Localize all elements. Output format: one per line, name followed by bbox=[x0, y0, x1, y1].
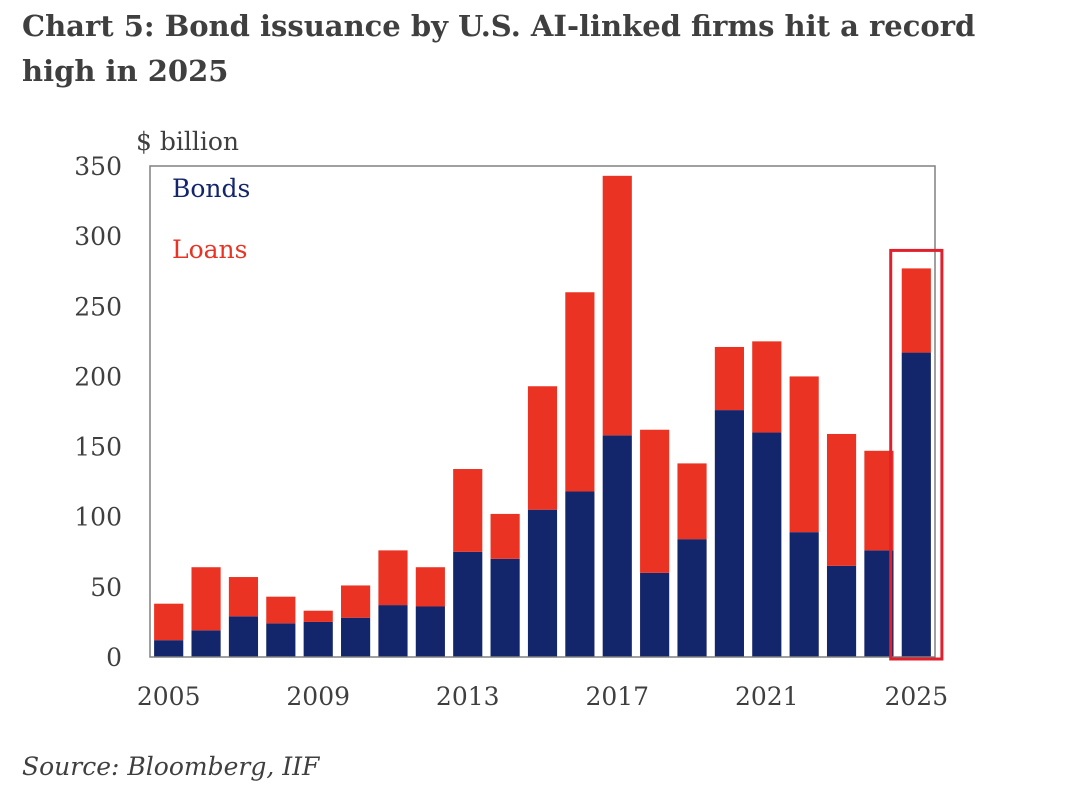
bar-bonds-2019 bbox=[677, 539, 707, 657]
bar-loans-2011 bbox=[378, 550, 408, 606]
y-tick-label: 300 bbox=[74, 222, 122, 251]
bar-bonds-2016 bbox=[565, 491, 595, 657]
bar-bonds-2010 bbox=[341, 617, 371, 657]
bar-loans-2014 bbox=[490, 513, 520, 559]
bar-loans-2023 bbox=[826, 433, 857, 566]
x-tick-label: 2021 bbox=[735, 682, 799, 711]
chart-title: Chart 5: Bond issuance by U.S. AI-linked… bbox=[22, 9, 976, 88]
bar-loans-2019 bbox=[677, 463, 707, 540]
bar-bonds-2008 bbox=[266, 623, 296, 657]
y-tick-label: 0 bbox=[106, 643, 122, 672]
bar-loans-2025 bbox=[901, 268, 931, 353]
bar-bonds-2021 bbox=[752, 432, 782, 657]
bar-loans-2018 bbox=[640, 429, 670, 573]
bar-bonds-2025 bbox=[901, 352, 931, 657]
x-tick-label: 2017 bbox=[585, 682, 649, 711]
highlight-box-2025 bbox=[889, 248, 944, 661]
bar-bonds-2012 bbox=[415, 606, 445, 657]
bar-loans-2024 bbox=[864, 450, 894, 551]
legend: Bonds Loans bbox=[172, 174, 250, 264]
x-tick-label: 2013 bbox=[436, 682, 500, 711]
x-tick-label: 2009 bbox=[286, 682, 350, 711]
bar-loans-2006 bbox=[191, 567, 221, 631]
y-tick-label: 350 bbox=[74, 152, 122, 181]
bar-loans-2022 bbox=[789, 376, 819, 533]
x-tick-label: 2005 bbox=[137, 682, 201, 711]
bars bbox=[154, 175, 931, 657]
bar-loans-2009 bbox=[303, 610, 333, 622]
y-tick-label: 250 bbox=[74, 292, 122, 321]
plot-frame bbox=[149, 165, 936, 658]
y-axis-ticks: 0 50 100 150 200 250 300 350 bbox=[74, 152, 122, 672]
bar-loans-2008 bbox=[266, 596, 296, 624]
bar-bonds-2015 bbox=[527, 509, 558, 657]
bar-bonds-2009 bbox=[303, 621, 333, 657]
bar-bonds-2022 bbox=[789, 532, 819, 657]
bar-loans-2021 bbox=[752, 341, 782, 433]
bar-loans-2005 bbox=[154, 603, 184, 641]
legend-bonds: Bonds bbox=[172, 174, 250, 203]
bar-bonds-2013 bbox=[453, 551, 483, 657]
legend-loans: Loans bbox=[172, 235, 248, 264]
bar-bonds-2017 bbox=[602, 435, 632, 657]
bar-loans-2020 bbox=[714, 346, 744, 411]
bar-loans-2016 bbox=[565, 292, 595, 492]
bar-bonds-2018 bbox=[640, 572, 670, 657]
bar-loans-2015 bbox=[527, 386, 558, 510]
bar-bonds-2006 bbox=[191, 630, 221, 657]
source-note: Source: Bloomberg, IIF bbox=[22, 752, 320, 781]
x-axis-ticks: 2005 2009 2013 2017 2021 2025 bbox=[137, 682, 948, 711]
y-tick-label: 100 bbox=[74, 503, 122, 532]
bar-bonds-2023 bbox=[826, 565, 857, 657]
bar-bonds-2011 bbox=[378, 605, 408, 657]
y-tick-label: 200 bbox=[74, 362, 122, 391]
bar-bonds-2024 bbox=[864, 550, 894, 657]
y-tick-label: 50 bbox=[90, 573, 122, 602]
bar-bonds-2005 bbox=[154, 640, 184, 657]
bar-loans-2007 bbox=[228, 577, 259, 617]
bar-loans-2013 bbox=[453, 469, 483, 552]
y-axis-label: $ billion bbox=[136, 127, 239, 156]
bar-loans-2017 bbox=[602, 175, 632, 436]
bar-bonds-2014 bbox=[490, 558, 520, 657]
bar-bonds-2020 bbox=[714, 410, 744, 657]
y-tick-label: 150 bbox=[74, 433, 122, 462]
bar-bonds-2007 bbox=[228, 616, 259, 657]
x-tick-label: 2025 bbox=[884, 682, 948, 711]
bar-loans-2012 bbox=[415, 567, 445, 607]
bar-loans-2010 bbox=[341, 585, 371, 618]
